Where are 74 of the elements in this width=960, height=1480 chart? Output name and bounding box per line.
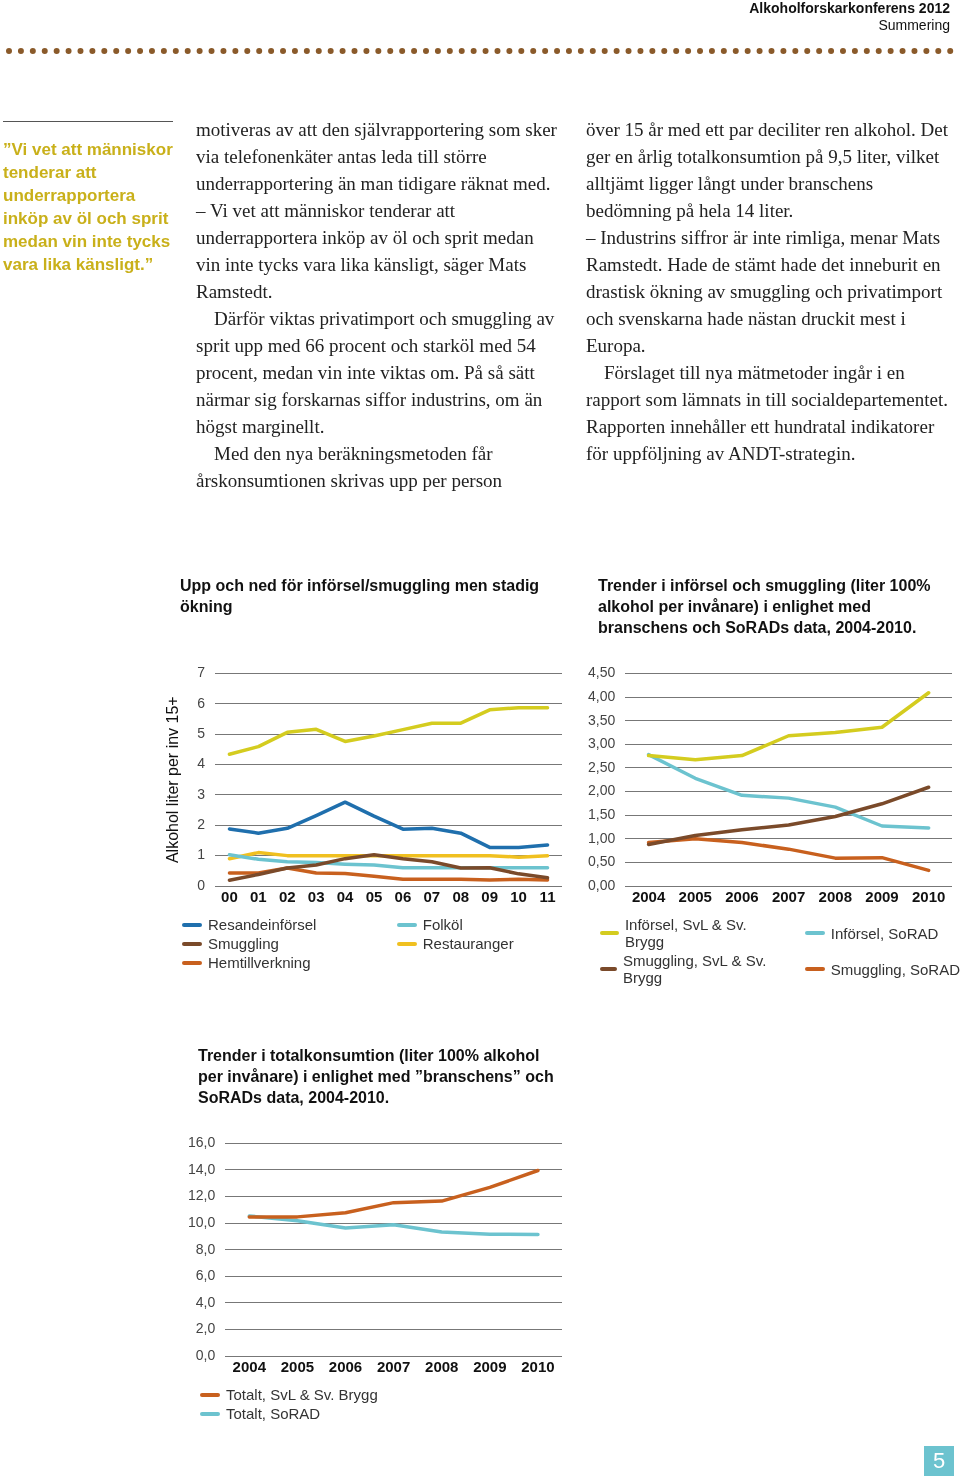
chart-title: Upp och ned för införsel/smuggling men stadig ökning [180, 576, 540, 617]
y-tick-label: 4,50 [588, 664, 616, 681]
legend-label: Smuggling [208, 935, 279, 952]
x-tick-label: 2004 [232, 1358, 267, 1376]
x-tick-label: 07 [423, 888, 441, 906]
legend-label: Resandeinförsel [208, 916, 317, 933]
x-tick-label: 11 [539, 888, 556, 906]
y-tick-label: 2,0 [195, 1320, 216, 1337]
x-tick-label: 2009 [865, 888, 899, 906]
legend-label: Hemtillverkning [208, 954, 311, 971]
y-tick-label: 3,00 [588, 735, 616, 752]
text: Alkoholforskarkonferens 2012 [749, 0, 950, 17]
x-tick-label: 2010 [911, 888, 946, 906]
legend-label: Smuggling, SvL & Sv. Brygg [622, 952, 768, 986]
y-tick-label: 7 [197, 664, 206, 681]
y-tick-label: 0 [197, 876, 206, 893]
y-tick-label: 4,0 [195, 1293, 216, 1310]
y-tick-label: 3 [197, 785, 206, 802]
y-tick-label: 6 [197, 694, 206, 711]
x-tick-label: 10 [510, 888, 527, 906]
y-tick-label: 1,00 [588, 829, 616, 846]
chart-title: Trender i införsel och smuggling (liter 100% alkohol per invånare) i enlighet med branschens och SoRADs data, 2004-2010. [598, 576, 932, 638]
y-tick-label: 3,50 [588, 711, 616, 728]
x-tick-label: 2004 [631, 888, 666, 906]
x-tick-label: 2005 [678, 888, 712, 906]
legend-label: Smuggling, SoRAD [830, 960, 960, 978]
x-tick-label: 09 [481, 888, 499, 906]
legend-label: Totalt, SvL & Sv. Brygg [226, 1386, 378, 1403]
x-tick-label: 06 [394, 888, 412, 906]
y-tick-label: 1 [197, 846, 206, 863]
x-tick-label: 08 [452, 888, 470, 906]
x-tick-label: 04 [336, 888, 355, 906]
y-tick-label: 1,50 [588, 805, 616, 822]
y-tick-label: 2,00 [588, 782, 616, 799]
x-tick-label: 05 [365, 888, 383, 906]
x-tick-label: 2005 [280, 1358, 315, 1376]
legend-label: Införsel, SvL & Sv. Brygg [624, 916, 748, 950]
x-tick-label: 00 [221, 888, 238, 906]
y-tick-label: 12,0 [188, 1187, 216, 1204]
legend-label: Folköl [422, 916, 463, 933]
y-axis-title: Alkohol liter per inv 15+ [164, 696, 182, 864]
x-tick-label: 02 [278, 888, 296, 906]
x-tick-label: 2010 [521, 1358, 555, 1376]
x-tick-label: 2007 [771, 888, 806, 906]
x-tick-label: 2009 [473, 1358, 507, 1376]
x-tick-label: 2008 [425, 1358, 459, 1376]
x-tick-label: 2008 [818, 888, 852, 906]
y-tick-label: 0,00 [588, 876, 616, 893]
x-tick-label: 01 [250, 888, 267, 906]
text: ”Vi vet att människor tenderar att underrapportera inköp av öl och sprit medan vin inte tycks vara lika känsligt.” [3, 139, 174, 276]
y-tick-label: 10,0 [188, 1213, 216, 1230]
x-tick-label: 2007 [376, 1358, 411, 1376]
text: motiveras av att den självrapportering som sker via telefonenkäter antas leda till större underrapportering än man tidigare räknat med. – Vi vet att människor tenderar att underrapportera inköp av öl och sprit medan vin inte tycks vara lika känsligt, säger Mats Ramstedt. Därför viktas privatimport och smuggling av sprit upp med 66 procent och starköl med 54 procent, medan vin inte viktas om. På så sätt närmar sig forskarnas siffor industrins, om än högst marginellt. Med den nya beräkningsmetoden får årskonsumtionen skrivas upp per person [196, 119, 557, 491]
x-tick-label: 03 [307, 888, 325, 906]
y-tick-label: 6,0 [195, 1267, 216, 1284]
legend-label: Restauranger [422, 935, 514, 952]
y-tick-label: 8,0 [195, 1240, 216, 1257]
x-tick-label: 2006 [725, 888, 759, 906]
y-tick-label: 16,0 [188, 1134, 216, 1151]
y-tick-label: 5 [197, 725, 206, 741]
chart-title: Trender i totalkonsumtion (liter 100% alkohol per invånare) i enlighet med ”branschens” och SoRADs data, 2004-2010. [198, 1046, 555, 1108]
y-tick-label: 14,0 [188, 1160, 216, 1177]
text: 5 [924, 1446, 954, 1476]
y-tick-label: 0,0 [195, 1346, 216, 1363]
legend-label: Totalt, SoRAD [226, 1405, 321, 1422]
y-tick-label: 2,50 [588, 758, 616, 775]
y-tick-label: 0,50 [588, 853, 616, 870]
y-tick-label: 4 [197, 755, 206, 772]
x-tick-label: 2006 [328, 1358, 363, 1376]
text: över 15 år med ett par deciliter ren alkohol. Det ger en årlig totalkonsumtion på 9,5 liter, vilket alltjämt ligger långt under branschens bedömning på hela 14 liter. – Industrins siffror är inte rimliga, menar Mats Ramstedt. Hade de stämt hade det inneburit en drastisk ökning av smuggling och privatimport och svenskarna hade nästan druckit mest i Europa. Förslaget till nya mätmetoder ingår i en rapport som lämnats in till socialdepartementet. Rapporten innehåller ett hundratal indikatorer för uppföljning av ANDT-strategin. [586, 119, 948, 464]
legend-label: Införsel, SoRAD [830, 924, 939, 942]
y-tick-label: 4,00 [588, 687, 616, 704]
y-tick-label: 2 [197, 816, 206, 833]
text: Summering [877, 17, 950, 34]
